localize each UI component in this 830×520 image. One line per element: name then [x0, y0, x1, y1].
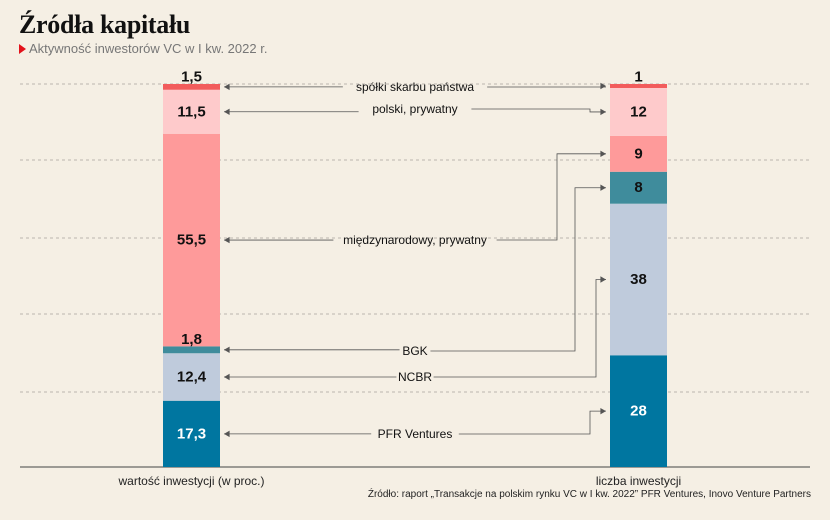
- value-label-0-4: 11,5: [177, 103, 205, 120]
- arrow-right-5: [600, 82, 606, 90]
- connector-1: [224, 276, 606, 381]
- chart-subtitle: Aktywność inwestorów VC w I kw. 2022 r.: [19, 41, 267, 56]
- chart-title: Źródła kapitału: [19, 10, 191, 39]
- connector-3: [224, 150, 606, 244]
- arrow-left-0: [224, 430, 230, 438]
- value-label-1-0: 28: [630, 403, 647, 420]
- category-label-0: wartość inwestycji (w proc.): [117, 474, 264, 488]
- series-name-0: PFR Ventures: [378, 427, 453, 441]
- connector-5: [224, 82, 606, 91]
- bar-segment-1-1: [610, 203, 667, 356]
- subtitle-text: Aktywność inwestorów VC w I kw. 2022 r.: [29, 41, 268, 56]
- category-label-1: liczba inwestycji: [596, 474, 681, 488]
- series-name-2: BGK: [402, 344, 427, 358]
- value-label-0-1: 12,4: [177, 368, 207, 385]
- series-name-1: NCBR: [398, 370, 432, 384]
- arrow-right-4: [600, 108, 606, 116]
- arrow-left-2: [224, 346, 230, 354]
- arrow-left-5: [224, 83, 230, 91]
- source-note: Źródło: raport „Transakcje na polskim ry…: [367, 489, 811, 500]
- bars: [163, 84, 667, 467]
- bar-segment-0-3: [163, 133, 220, 347]
- series-name-4: polski, prywatny: [372, 102, 457, 116]
- value-label-1-5: 1: [634, 69, 642, 86]
- bar-segment-1-3: [610, 135, 667, 172]
- value-label-0-3: 55,5: [177, 232, 206, 249]
- bar-segment-0-0: [163, 400, 220, 467]
- triangle-marker-icon: [19, 44, 26, 54]
- value-label-0-5: 1,5: [181, 69, 202, 86]
- arrow-right-1: [600, 276, 606, 283]
- bar-segment-1-5: [610, 84, 667, 88]
- bar-segment-0-2: [163, 346, 220, 354]
- bar-segment-1-0: [610, 355, 667, 467]
- value-label-0-0: 17,3: [177, 425, 206, 442]
- connector-2: [224, 184, 606, 354]
- series-name-5: spółki skarbu państwa: [356, 80, 474, 94]
- value-label-1-4: 12: [630, 103, 647, 120]
- connectors: [224, 82, 606, 438]
- value-label-1-2: 8: [634, 179, 642, 196]
- arrow-left-3: [224, 236, 230, 244]
- bar-segment-1-4: [610, 87, 667, 136]
- arrow-left-4: [224, 108, 230, 115]
- arrow-right-0: [600, 407, 606, 415]
- value-label-0-2: 1,8: [181, 331, 202, 348]
- value-label-1-3: 9: [634, 145, 642, 162]
- bar-segment-0-4: [163, 89, 220, 134]
- bar-segment-1-2: [610, 171, 667, 204]
- labels: wartość inwestycji (w proc.) liczba inwes…: [117, 69, 681, 489]
- arrow-left-1: [224, 373, 230, 381]
- connector-0: [224, 407, 606, 438]
- arrow-right-3: [600, 150, 606, 158]
- value-label-1-1: 38: [630, 271, 647, 288]
- arrow-right-2: [600, 184, 606, 191]
- series-name-3: międzynarodowy, prywatny: [343, 233, 487, 247]
- gridlines: [20, 83, 810, 468]
- bar-segment-0-5: [163, 84, 220, 90]
- connector-4: [224, 108, 606, 116]
- bar-segment-0-1: [163, 353, 220, 401]
